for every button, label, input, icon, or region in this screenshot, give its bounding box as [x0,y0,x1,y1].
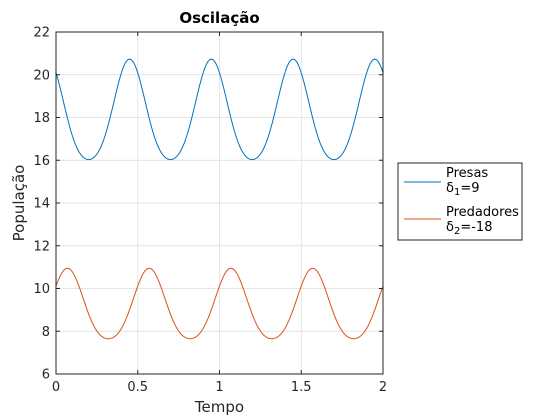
x-tick-label: 0.5 [127,380,148,395]
legend-label-predadores: Predadores [446,205,519,220]
y-tick-label: 20 [33,68,50,83]
y-tick-label: 16 [33,154,50,169]
legend-delta-presas: δ1=9 [446,181,480,198]
y-tick-label: 8 [42,325,50,340]
y-tick-label: 22 [33,26,50,41]
y-tick-label: 6 [42,368,50,383]
chart-title: Oscilação [179,9,259,27]
series-line-presas [55,58,384,161]
y-axis-label: População [10,165,28,242]
x-axis-label: Tempo [194,398,244,416]
x-tick-label: 1 [215,380,223,395]
legend-label-presas: Presas [446,166,488,181]
legend-box [397,162,523,241]
x-tick-label: 0 [52,380,60,395]
x-tick-label: 1.5 [291,380,312,395]
legend-delta-predadores: δ2=-18 [446,220,492,237]
ticks: 0 0.5 1 1.5 2 6 8 10 12 14 16 18 20 22 [33,26,387,396]
y-tick-label: 18 [33,111,50,126]
series-line-predadores [55,267,384,340]
y-tick-label: 12 [33,239,50,254]
series-group [55,58,384,340]
y-tick-label: 14 [33,197,50,212]
legend: Presas δ1=9 Predadores δ2=-18 [397,162,523,241]
y-tick-label: 10 [33,282,50,297]
x-tick-label: 2 [379,380,387,395]
